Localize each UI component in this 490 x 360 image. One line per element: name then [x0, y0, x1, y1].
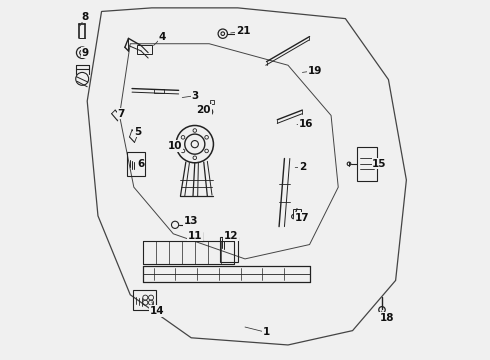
Bar [357, 147, 377, 181]
Text: 12: 12 [223, 231, 238, 240]
Text: 1: 1 [263, 327, 270, 337]
Text: 11: 11 [188, 231, 202, 240]
Text: 16: 16 [299, 120, 313, 129]
Text: 2: 2 [299, 162, 306, 172]
Text: 19: 19 [308, 66, 322, 76]
Text: 4: 4 [159, 32, 166, 41]
Text: 5: 5 [134, 127, 141, 136]
Text: 6: 6 [137, 159, 145, 169]
Text: 21: 21 [236, 26, 250, 36]
Text: 9: 9 [82, 48, 89, 58]
Bar [210, 100, 214, 104]
Text: 8: 8 [82, 12, 89, 22]
Bar [220, 237, 238, 262]
Text: 18: 18 [379, 313, 394, 323]
Text: 15: 15 [372, 159, 387, 169]
Bar [153, 89, 164, 93]
Text: 14: 14 [150, 306, 165, 316]
Bar [294, 208, 300, 217]
Text: 10: 10 [168, 141, 182, 151]
Text: 17: 17 [295, 213, 310, 222]
Bar [133, 290, 156, 310]
Text: 20: 20 [196, 105, 211, 115]
Text: 3: 3 [191, 91, 198, 101]
Text: 7: 7 [118, 109, 125, 119]
Text: 13: 13 [184, 216, 198, 226]
Bar [127, 152, 145, 176]
Bar [137, 45, 152, 54]
